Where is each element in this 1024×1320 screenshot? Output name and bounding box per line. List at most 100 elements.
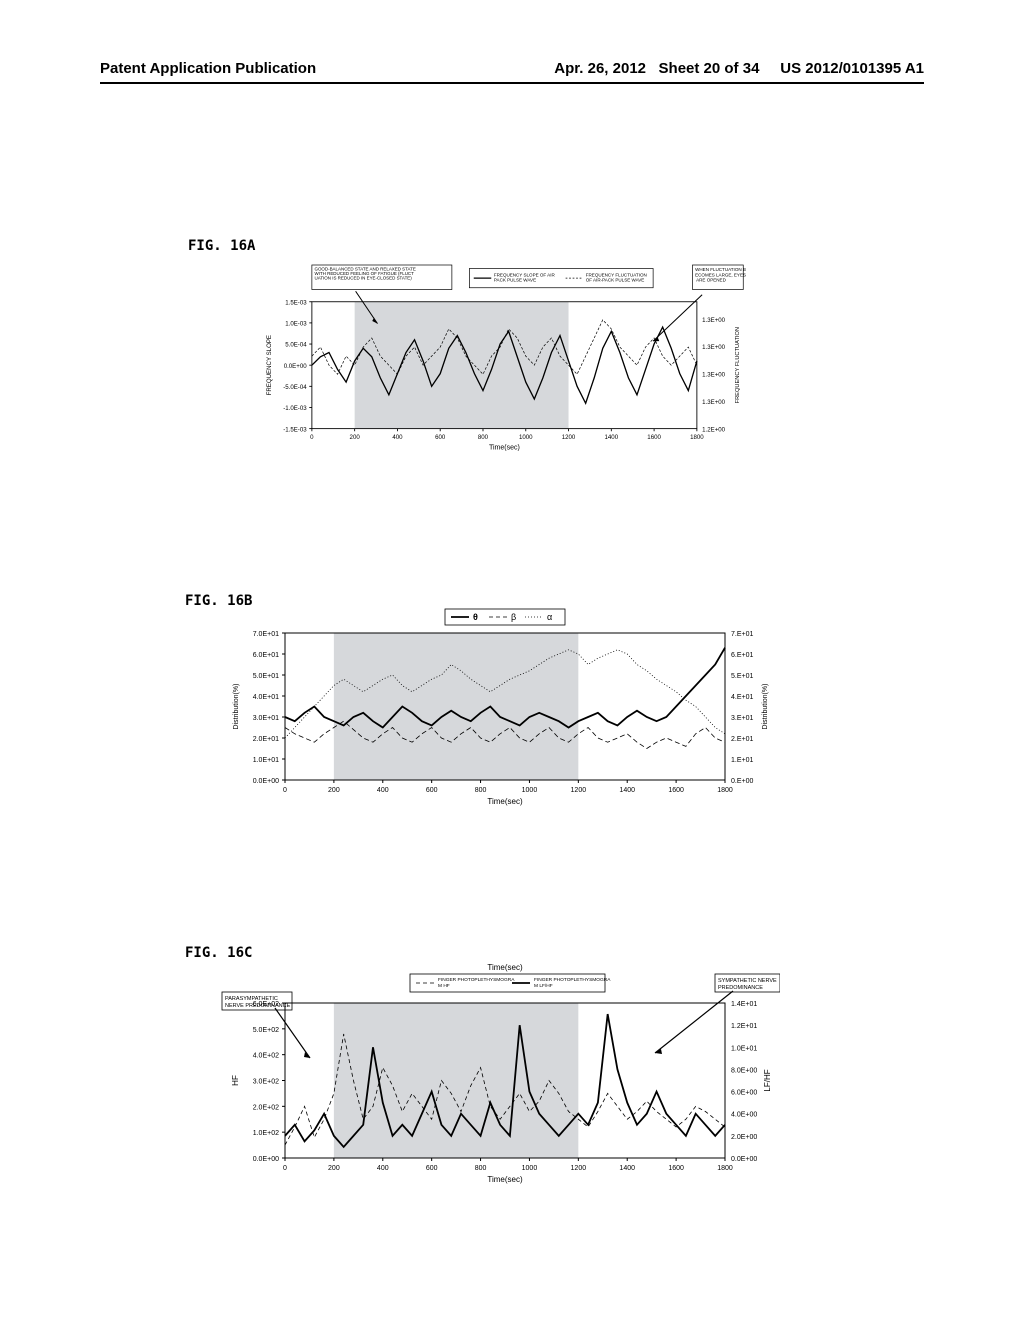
fig-16c-chart: Time(sec)FINGER PHOTOPLETHYSMOGRAM HFFIN…: [220, 958, 780, 1198]
svg-text:1.5E-03: 1.5E-03: [285, 299, 307, 306]
svg-text:600: 600: [435, 434, 446, 441]
svg-text:4.0E+02: 4.0E+02: [253, 1053, 279, 1060]
svg-text:200: 200: [350, 434, 361, 441]
svg-text:1400: 1400: [605, 434, 619, 441]
svg-text:1400: 1400: [619, 1165, 635, 1172]
svg-text:800: 800: [475, 1165, 487, 1172]
svg-text:Time(sec): Time(sec): [487, 963, 523, 972]
svg-text:FINGER PHOTOPLETHYSMOGRA: FINGER PHOTOPLETHYSMOGRA: [534, 977, 611, 983]
svg-text:-5.0E-04: -5.0E-04: [283, 384, 307, 391]
svg-text:5.E+01: 5.E+01: [731, 673, 753, 680]
svg-text:3.E+01: 3.E+01: [731, 715, 753, 722]
svg-text:1200: 1200: [571, 1165, 587, 1172]
svg-text:FREQUENCY FLUCTUATION: FREQUENCY FLUCTUATION: [735, 327, 741, 403]
svg-text:SYMPATHETIC NERVE: SYMPATHETIC NERVE: [718, 978, 777, 984]
svg-text:FINGER PHOTOPLETHYSMOGRA: FINGER PHOTOPLETHYSMOGRA: [438, 977, 515, 983]
svg-text:6.E+01: 6.E+01: [731, 652, 753, 659]
svg-text:1800: 1800: [717, 1165, 733, 1172]
svg-text:1.3E+00: 1.3E+00: [702, 372, 726, 379]
svg-text:1.3E+00: 1.3E+00: [702, 399, 726, 406]
svg-text:HF: HF: [231, 1075, 240, 1086]
svg-text:400: 400: [392, 434, 403, 441]
svg-text:8.0E+00: 8.0E+00: [731, 1067, 757, 1074]
svg-text:1.E+01: 1.E+01: [731, 757, 753, 764]
svg-text:Distribution(%): Distribution(%): [762, 684, 769, 730]
svg-text:θ: θ: [473, 612, 478, 622]
page: Patent Application Publication Apr. 26, …: [0, 0, 1024, 1320]
svg-text:1800: 1800: [690, 434, 704, 441]
svg-text:3.0E+01: 3.0E+01: [253, 715, 279, 722]
svg-text:2.0E+00: 2.0E+00: [731, 1134, 757, 1141]
svg-text:OF AIR-PACK PULSE WAVE: OF AIR-PACK PULSE WAVE: [586, 278, 645, 283]
svg-text:0: 0: [283, 787, 287, 794]
svg-text:PACK PULSE WAVE: PACK PULSE WAVE: [494, 278, 536, 283]
svg-text:0.0E+00: 0.0E+00: [731, 1156, 757, 1163]
svg-text:6.0E+01: 6.0E+01: [253, 652, 279, 659]
svg-text:Time(sec): Time(sec): [487, 1175, 523, 1184]
svg-text:1000: 1000: [519, 434, 533, 441]
svg-text:0.0E+00: 0.0E+00: [253, 778, 279, 785]
fig-16b-chart: θβα7.0E+016.0E+015.0E+014.0E+013.0E+012.…: [220, 605, 780, 815]
svg-text:PREDOMINANCE: PREDOMINANCE: [718, 985, 763, 991]
svg-text:2.0E+01: 2.0E+01: [253, 736, 279, 743]
svg-text:-1.5E-03: -1.5E-03: [283, 426, 307, 433]
svg-text:1.0E+02: 1.0E+02: [253, 1130, 279, 1137]
svg-text:-1.0E-03: -1.0E-03: [283, 405, 307, 412]
svg-text:1600: 1600: [668, 1165, 684, 1172]
svg-text:Time(sec): Time(sec): [487, 797, 523, 806]
header-sheet: Sheet 20 of 34: [659, 60, 760, 77]
svg-text:800: 800: [475, 787, 487, 794]
svg-text:FREQUENCY SLOPE OF AIR: FREQUENCY SLOPE OF AIR: [494, 272, 556, 277]
header-right: Apr. 26, 2012 Sheet 20 of 34 US 2012/010…: [554, 60, 924, 77]
svg-text:1.2E+01: 1.2E+01: [731, 1023, 757, 1030]
header-date: Apr. 26, 2012: [554, 60, 646, 77]
svg-text:WHEN FLUCTUATION BECOMES LARGE: WHEN FLUCTUATION BECOMES LARGE, EYES ARE…: [695, 267, 746, 283]
header: Patent Application Publication Apr. 26, …: [100, 60, 924, 77]
svg-text:FREQUENCY SLOPE: FREQUENCY SLOPE: [266, 335, 273, 395]
svg-text:7.E+01: 7.E+01: [731, 631, 753, 638]
svg-text:0: 0: [283, 1165, 287, 1172]
svg-text:1800: 1800: [717, 787, 733, 794]
svg-text:200: 200: [328, 787, 340, 794]
svg-text:200: 200: [328, 1165, 340, 1172]
svg-text:4.0E+01: 4.0E+01: [253, 694, 279, 701]
svg-text:Time(sec): Time(sec): [489, 445, 520, 452]
svg-text:1200: 1200: [562, 434, 576, 441]
svg-text:1200: 1200: [571, 787, 587, 794]
svg-text:1.3E+00: 1.3E+00: [702, 344, 726, 351]
svg-text:6.0E+02: 6.0E+02: [253, 1001, 279, 1008]
svg-text:4.0E+00: 4.0E+00: [731, 1112, 757, 1119]
svg-text:0: 0: [310, 434, 314, 441]
fig-16a-label: FIG. 16A: [188, 238, 255, 254]
header-pub: Patent Application Publication: [100, 60, 316, 77]
svg-text:1400: 1400: [619, 787, 635, 794]
svg-text:1600: 1600: [668, 787, 684, 794]
svg-text:M HF: M HF: [438, 983, 450, 989]
svg-text:Distribution(%): Distribution(%): [233, 684, 240, 730]
svg-text:2.E+01: 2.E+01: [731, 736, 753, 743]
svg-text:5.0E-04: 5.0E-04: [285, 342, 307, 349]
svg-text:5.0E+01: 5.0E+01: [253, 673, 279, 680]
svg-text:GOOD-BALANCED STATE AND RELAXE: GOOD-BALANCED STATE AND RELAXED STATE WI…: [315, 266, 418, 280]
svg-text:0.0E+00: 0.0E+00: [284, 363, 308, 370]
svg-text:6.0E+00: 6.0E+00: [731, 1090, 757, 1097]
svg-text:400: 400: [377, 1165, 389, 1172]
svg-text:1.0E-03: 1.0E-03: [285, 321, 307, 328]
svg-text:0.0E+00: 0.0E+00: [253, 1156, 279, 1163]
svg-text:7.0E+01: 7.0E+01: [253, 631, 279, 638]
svg-text:800: 800: [478, 434, 489, 441]
svg-text:600: 600: [426, 1165, 438, 1172]
svg-text:600: 600: [426, 787, 438, 794]
fig-16a-chart: GOOD-BALANCED STATE AND RELAXED STATE WI…: [220, 258, 780, 468]
svg-text:2.0E+02: 2.0E+02: [253, 1104, 279, 1111]
svg-text:1.4E+01: 1.4E+01: [731, 1001, 757, 1008]
header-rule: [100, 82, 924, 84]
svg-text:0.E+00: 0.E+00: [731, 778, 753, 785]
svg-text:1600: 1600: [647, 434, 661, 441]
header-id: US 2012/0101395 A1: [780, 60, 924, 77]
svg-text:α: α: [547, 612, 552, 622]
svg-text:LF/HF: LF/HF: [763, 1069, 772, 1091]
svg-text:4.E+01: 4.E+01: [731, 694, 753, 701]
svg-text:3.0E+02: 3.0E+02: [253, 1079, 279, 1086]
svg-text:1000: 1000: [522, 787, 538, 794]
